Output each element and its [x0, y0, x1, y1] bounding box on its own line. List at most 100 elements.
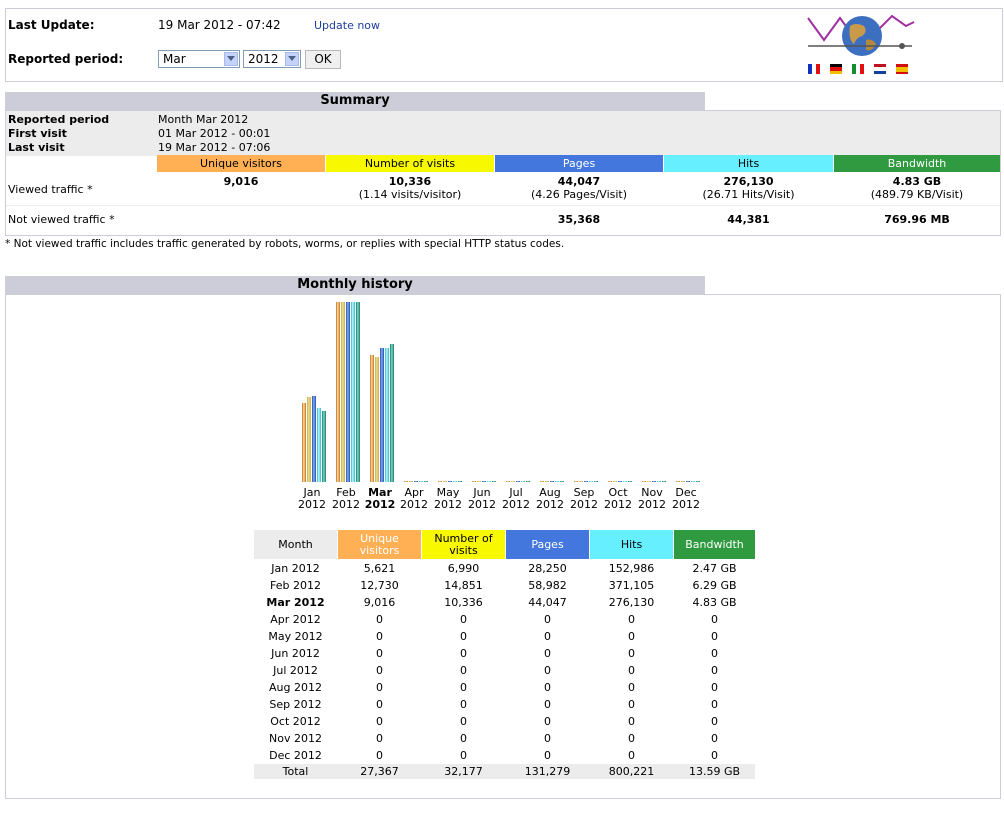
table-cell: 0 — [460, 698, 467, 711]
table-cell: 6.29 GB — [692, 579, 737, 592]
not-viewed-hits: 44,381 — [727, 213, 770, 226]
chart-month-name: Feb — [336, 486, 356, 499]
table-cell: 2.47 GB — [692, 562, 737, 575]
bar-pages-feb-2012 — [346, 302, 350, 482]
chevron-down-icon — [285, 52, 299, 66]
table-cell: 6,990 — [447, 562, 480, 575]
bar-pages-jan-2012 — [312, 396, 316, 482]
year-select[interactable]: 2012 — [243, 50, 301, 68]
flag-it-icon[interactable] — [852, 64, 864, 74]
table-cell: 0 — [544, 749, 551, 762]
bar-bandwidth-dec-2012 — [696, 481, 700, 482]
table-row-month: Dec 2012 — [269, 749, 322, 762]
header-number-of-visits: Number of visits — [326, 155, 494, 172]
table-cell: 0 — [460, 630, 467, 643]
bar-visits-apr-2012 — [409, 481, 413, 482]
table-cell: 0 — [711, 681, 718, 694]
last-update-label: Last Update: — [8, 18, 95, 32]
table-cell: 0 — [460, 613, 467, 626]
viewed-pages-sub: (4.26 Pages/Visit) — [530, 188, 628, 201]
update-now-link[interactable]: Update now — [314, 19, 381, 32]
bar-bandwidth-sep-2012 — [594, 481, 598, 482]
table-cell: 12,730 — [360, 579, 399, 592]
table-cell: 0 — [460, 749, 467, 762]
table-cell: 0 — [544, 613, 551, 626]
table-row-month: Oct 2012 — [270, 715, 321, 728]
table-cell: 0 — [376, 749, 383, 762]
bar-hits-may-2012 — [453, 481, 457, 482]
last-visit-value: 19 Mar 2012 - 07:06 — [158, 141, 271, 154]
bar-hits-mar-2012 — [385, 348, 389, 482]
table-cell: 0 — [376, 647, 383, 660]
table-cell: 0 — [376, 664, 383, 677]
table-cell: 0 — [544, 647, 551, 660]
bar-visits-dec-2012 — [681, 481, 685, 482]
table-cell: 0 — [544, 732, 551, 745]
table-total-cell: 131,279 — [524, 765, 571, 778]
table-cell: 0 — [628, 749, 635, 762]
bar-visitors-feb-2012 — [336, 302, 340, 482]
bar-visitors-may-2012 — [438, 481, 442, 482]
table-total-cell: 800,221 — [608, 765, 655, 778]
table-cell: 0 — [628, 698, 635, 711]
flag-nl-icon[interactable] — [874, 64, 886, 74]
chart-month-name: Jun — [473, 486, 491, 499]
table-cell: 0 — [711, 749, 718, 762]
table-header-hits: Hits — [590, 530, 673, 559]
table-cell: 58,982 — [528, 579, 567, 592]
bar-bandwidth-apr-2012 — [424, 481, 428, 482]
table-cell: 371,105 — [608, 579, 655, 592]
flag-de-icon[interactable] — [830, 64, 842, 74]
flag-es-icon[interactable] — [896, 64, 908, 74]
table-cell: 0 — [376, 698, 383, 711]
bar-pages-jun-2012 — [482, 481, 486, 482]
month-select[interactable]: Mar — [158, 50, 240, 68]
chart-month-year: 2012 — [502, 498, 530, 511]
bar-visitors-sep-2012 — [574, 481, 578, 482]
chart-month-year: 2012 — [672, 498, 700, 511]
bar-pages-nov-2012 — [652, 481, 656, 482]
bar-visits-jun-2012 — [477, 481, 481, 482]
table-total-cell: 32,177 — [444, 765, 483, 778]
table-row-month: Feb 2012 — [270, 579, 321, 592]
table-cell: 0 — [711, 664, 718, 677]
bar-pages-sep-2012 — [584, 481, 588, 482]
chart-month-year: 2012 — [298, 498, 326, 511]
table-cell: 0 — [711, 732, 718, 745]
table-cell: 0 — [376, 715, 383, 728]
chart-month-name: Apr — [404, 486, 424, 499]
table-cell: 0 — [460, 715, 467, 728]
table-total-row — [254, 764, 755, 779]
flag-fr-icon[interactable] — [808, 64, 820, 74]
chart-month-name: Oct — [608, 486, 628, 499]
chart-label-jun: Jun 2012 — [465, 487, 499, 511]
bar-bandwidth-jun-2012 — [492, 481, 496, 482]
bar-visitors-jan-2012 — [302, 403, 306, 482]
chart-month-year: 2012 — [570, 498, 598, 511]
bar-visitors-apr-2012 — [404, 481, 408, 482]
header-unique-visitors: Unique visitors — [157, 155, 325, 172]
bar-visits-may-2012 — [443, 481, 447, 482]
viewed-hits: 276,130 — [723, 175, 774, 188]
table-row-month: Aug 2012 — [269, 681, 322, 694]
chart-label-jul: Jul 2012 — [499, 487, 533, 511]
bar-bandwidth-may-2012 — [458, 481, 462, 482]
chart-label-aug: Aug 2012 — [533, 487, 567, 511]
chart-month-name: Jul — [509, 486, 523, 499]
header-hits: Hits — [664, 155, 833, 172]
table-cell: 0 — [460, 732, 467, 745]
table-total-cell: 27,367 — [360, 765, 399, 778]
bar-visits-sep-2012 — [579, 481, 583, 482]
table-cell: 0 — [628, 613, 635, 626]
viewed-visits-sub: (1.14 visits/visitor) — [358, 188, 462, 201]
table-cell: 10,336 — [444, 596, 483, 609]
viewed-bandwidth-sub: (489.79 KB/Visit) — [870, 188, 964, 201]
bar-hits-jun-2012 — [487, 481, 491, 482]
table-header-visits: Number of visits — [422, 530, 505, 559]
table-cell: 0 — [376, 613, 383, 626]
table-row-month: Sep 2012 — [269, 698, 322, 711]
ok-button[interactable]: OK — [305, 50, 341, 69]
bar-pages-jul-2012 — [516, 481, 520, 482]
bar-visits-jul-2012 — [511, 481, 515, 482]
viewed-traffic-label: Viewed traffic * — [8, 183, 93, 196]
